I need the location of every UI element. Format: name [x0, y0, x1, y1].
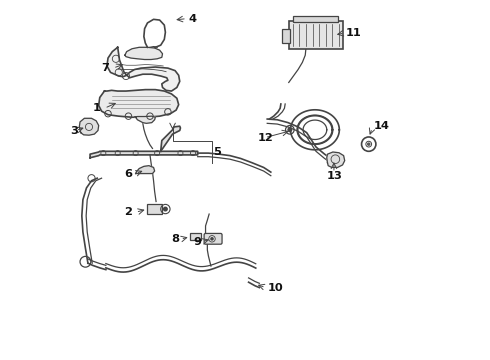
Circle shape [211, 238, 213, 240]
Text: 13: 13 [327, 171, 343, 181]
Bar [294, 16, 338, 22]
Polygon shape [327, 152, 344, 167]
Text: 10: 10 [267, 283, 283, 293]
Circle shape [164, 207, 167, 211]
FancyBboxPatch shape [147, 204, 162, 214]
Text: 9: 9 [193, 237, 201, 247]
FancyBboxPatch shape [289, 22, 343, 49]
Bar [282, 29, 290, 42]
Circle shape [288, 128, 292, 132]
Polygon shape [136, 166, 155, 174]
Bar [191, 233, 200, 240]
Polygon shape [161, 126, 180, 151]
Polygon shape [79, 118, 98, 135]
Polygon shape [107, 47, 180, 91]
Text: 2: 2 [124, 207, 132, 217]
Text: 14: 14 [373, 121, 389, 131]
Polygon shape [135, 116, 155, 123]
Polygon shape [98, 90, 179, 117]
Circle shape [368, 143, 370, 145]
Text: 5: 5 [214, 147, 221, 157]
Polygon shape [125, 47, 163, 59]
Text: 6: 6 [124, 168, 132, 179]
Text: 8: 8 [172, 234, 179, 244]
Text: 3: 3 [70, 126, 78, 135]
Text: 11: 11 [346, 28, 362, 38]
Text: 7: 7 [101, 63, 109, 73]
Text: 4: 4 [188, 14, 196, 24]
Text: 1: 1 [93, 103, 100, 113]
Text: 12: 12 [258, 133, 273, 143]
FancyBboxPatch shape [204, 233, 222, 244]
Polygon shape [90, 151, 197, 158]
